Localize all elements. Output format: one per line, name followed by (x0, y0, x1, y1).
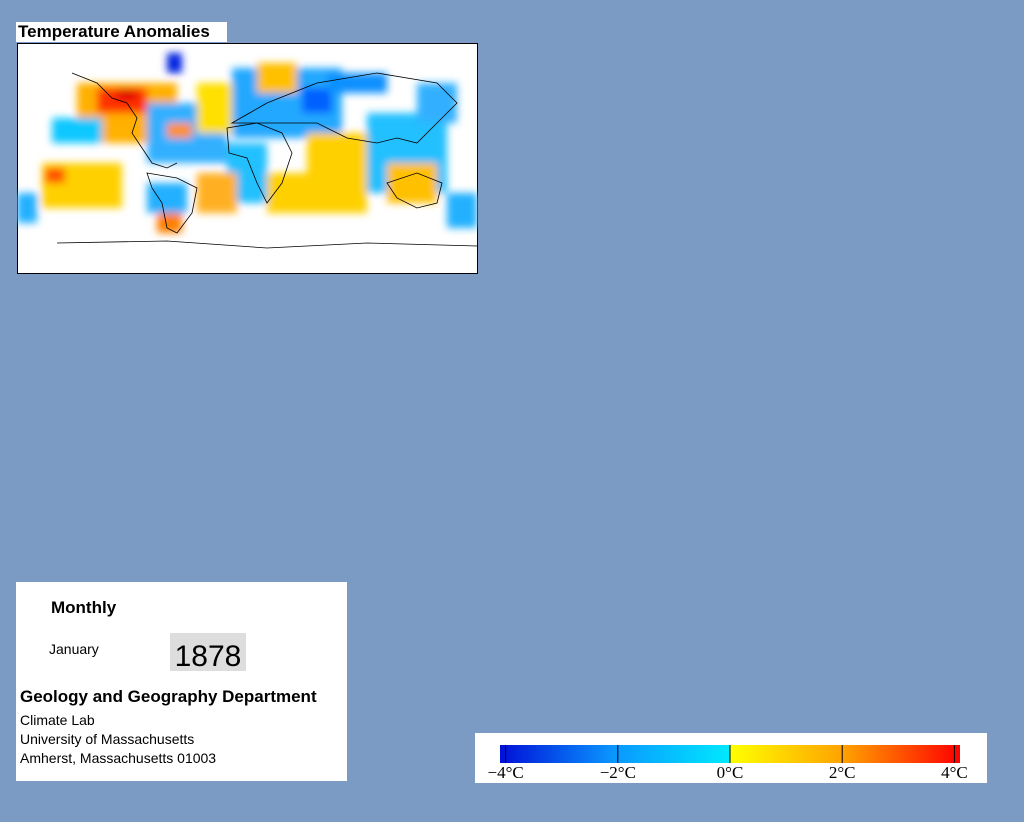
colorbar-tick-label: 0°C (717, 763, 744, 782)
info-line: Amherst, Massachusetts 01003 (20, 750, 217, 766)
colorbar-tick-label: −2°C (600, 763, 636, 782)
department: Geology and Geography Department (20, 687, 317, 706)
info-panel: Monthly January 1878 Geology and Geograp… (16, 582, 347, 781)
colorbar-tick-label: 2°C (829, 763, 856, 782)
month: January (49, 641, 99, 657)
info-line: Climate Lab (20, 712, 95, 728)
coastlines (56, 72, 478, 249)
colorbar: −4°C −2°C 0°C 2°C 4°C (475, 733, 987, 783)
colorbar-tick-label: −4°C (487, 763, 523, 782)
map-title: Temperature Anomalies (16, 22, 227, 42)
colorbar-tick-label: 4°C (941, 763, 968, 782)
info-line: University of Massachusetts (20, 731, 195, 747)
year: 1878 (170, 633, 246, 673)
period: Monthly (51, 598, 117, 617)
map (17, 43, 478, 274)
